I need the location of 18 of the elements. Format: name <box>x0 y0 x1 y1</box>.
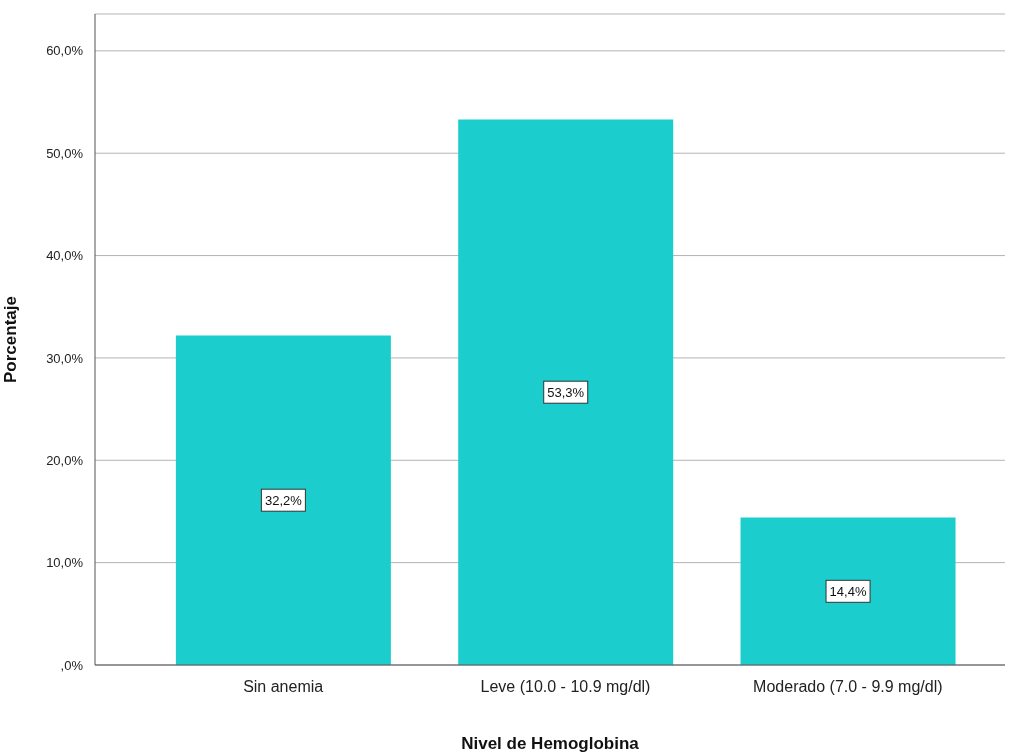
bar <box>458 119 674 665</box>
data-label: 53,3% <box>547 384 585 400</box>
y-tick-label: 10,0% <box>46 555 84 571</box>
data-label: 14,4% <box>829 583 867 599</box>
y-tick-label: 50,0% <box>46 145 84 161</box>
x-tick-label: Moderado (7.0 - 9.9 mg/dl) <box>753 678 943 696</box>
y-tick-label: ,0% <box>60 657 84 673</box>
y-tick-label: 60,0% <box>46 43 84 59</box>
y-axis-title: Porcentaje <box>1 296 21 383</box>
y-tick-label: 30,0% <box>46 350 84 366</box>
x-tick-label: Sin anemia <box>243 678 324 696</box>
bar <box>740 517 956 665</box>
x-tick-label: Leve (10.0 - 10.9 mg/dl) <box>480 678 651 696</box>
bar <box>175 335 391 665</box>
x-axis-title: Nivel de Hemoglobina <box>461 734 640 753</box>
data-label: 32,2% <box>264 492 303 508</box>
y-tick-label: 40,0% <box>46 248 84 264</box>
y-tick-label: 20,0% <box>46 452 84 468</box>
